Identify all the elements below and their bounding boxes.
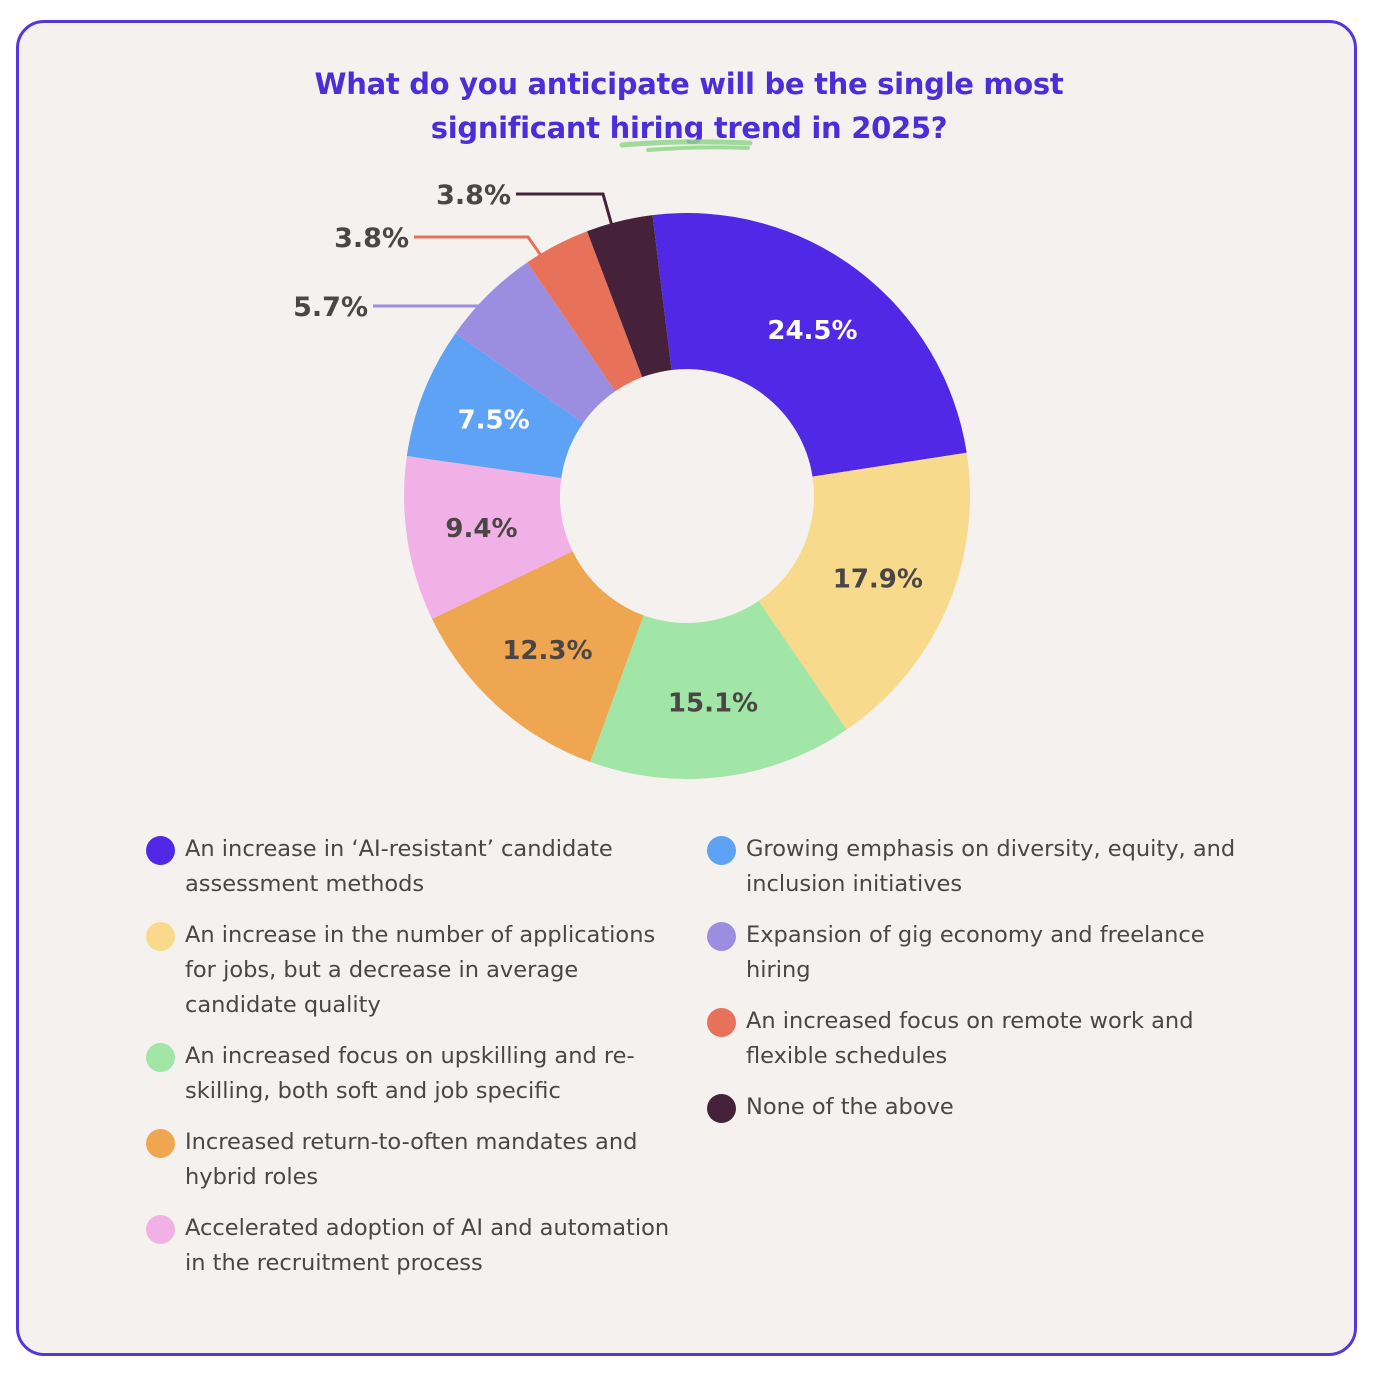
chart-title: What do you anticipate will be the singl… <box>0 62 1378 150</box>
donut-slice <box>590 600 847 779</box>
donut-slice <box>455 262 616 423</box>
legend-item: Expansion of gig economy and freelance h… <box>707 918 1247 988</box>
legend-column-2: Growing emphasis on diversity, equity, a… <box>707 832 1247 1141</box>
legend-label: An increase in the number of application… <box>185 922 656 1018</box>
donut-slice <box>527 231 643 392</box>
legend-color-dot-icon <box>707 1008 736 1037</box>
title-highlight: hiring trend <box>609 111 802 145</box>
donut-slice <box>587 215 672 378</box>
legend-label: Accelerated adoption of AI and automatio… <box>185 1215 670 1276</box>
legend-label: None of the above <box>746 1094 954 1120</box>
slice-label: 9.4% <box>445 514 517 544</box>
legend-item: An increase in ‘AI-resistant’ candidate … <box>146 832 686 902</box>
title-line-1: What do you anticipate will be the singl… <box>314 67 1064 101</box>
slice-label: 12.3% <box>502 636 592 666</box>
slice-label: 17.9% <box>833 565 923 595</box>
leader-line <box>414 235 544 258</box>
legend-color-dot-icon <box>146 836 175 865</box>
legend-item: None of the above <box>707 1090 1247 1125</box>
legend-color-dot-icon <box>146 922 175 951</box>
legend-color-dot-icon <box>146 1215 175 1244</box>
title-line-2-suffix: in 2025? <box>801 111 948 145</box>
legend-item: Increased return-to-often mandates and h… <box>146 1125 686 1195</box>
slice-label: 24.5% <box>767 316 857 346</box>
legend-item: An increase in the number of application… <box>146 918 686 1023</box>
title-line-2: significant hiring trend in 2025? <box>0 106 1378 150</box>
legend-item: An increased focus on upskilling and re-… <box>146 1039 686 1109</box>
legend-label: An increased focus on upskilling and re-… <box>185 1043 635 1104</box>
legend-item: Growing emphasis on diversity, equity, a… <box>707 832 1247 902</box>
slice-labels: 24.5% 17.9% 15.1% 12.3% 9.4% 7.5% 5.7% 3.8% 3.8% <box>293 180 923 718</box>
donut-slice <box>758 452 971 730</box>
legend-label: Growing emphasis on diversity, equity, a… <box>746 836 1236 897</box>
slice-label: 15.1% <box>668 688 758 718</box>
title-underline-brush <box>619 139 753 152</box>
legend-column-1: An increase in ‘AI-resistant’ candidate … <box>146 832 686 1297</box>
legend-label: Increased return-to-often mandates and h… <box>185 1129 638 1190</box>
legend-color-dot-icon <box>707 836 736 865</box>
donut-slice <box>404 456 573 619</box>
donut-slices <box>404 212 971 779</box>
leader-line <box>516 192 614 227</box>
leader-lines <box>373 192 614 308</box>
slice-label-outside: 5.7% <box>293 292 368 323</box>
slice-label: 7.5% <box>458 405 530 435</box>
slice-label-outside: 3.8% <box>334 223 409 254</box>
legend-item: Accelerated adoption of AI and automatio… <box>146 1211 686 1281</box>
legend-label: An increased focus on remote work and fl… <box>746 1008 1194 1069</box>
slice-label-outside: 3.8% <box>436 180 511 211</box>
legend-label: Expansion of gig economy and freelance h… <box>746 922 1205 983</box>
donut-slice <box>406 333 584 479</box>
title-line-2-prefix: significant <box>430 111 610 145</box>
donut-slice <box>652 212 967 477</box>
legend-label: An increase in ‘AI-resistant’ candidate … <box>185 836 613 897</box>
legend-color-dot-icon <box>707 1094 736 1123</box>
donut-slice <box>432 551 644 762</box>
legend-color-dot-icon <box>707 922 736 951</box>
legend-color-dot-icon <box>146 1129 175 1158</box>
legend-item: An increased focus on remote work and fl… <box>707 1004 1247 1074</box>
legend-color-dot-icon <box>146 1043 175 1072</box>
